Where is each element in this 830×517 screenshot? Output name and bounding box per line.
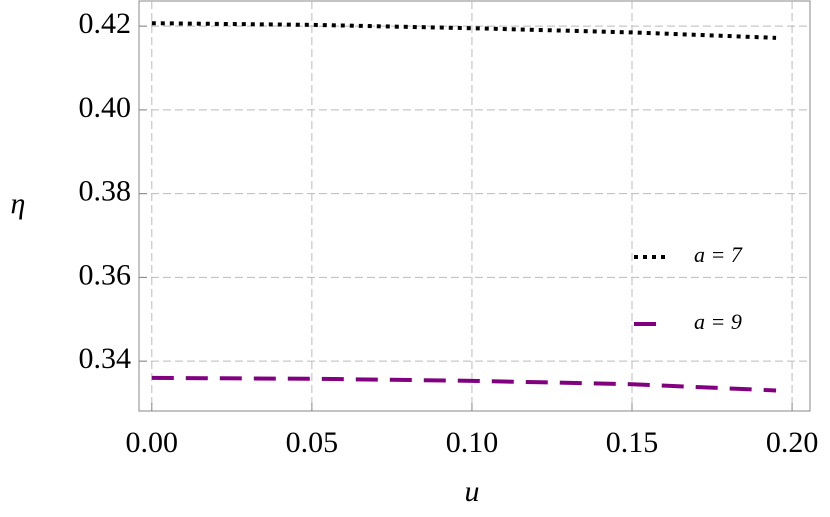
legend-label: a = 7: [694, 242, 743, 267]
y-tick-label: 0.42: [79, 7, 132, 40]
y-tick-label: 0.40: [79, 91, 132, 124]
y-tick-label: 0.34: [79, 342, 132, 375]
x-axis-label: u: [465, 475, 480, 508]
x-tick-label: 0.15: [606, 426, 659, 459]
x-tick-label: 0.00: [126, 426, 179, 459]
series-line: [151, 375, 777, 393]
series-line: [151, 21, 777, 40]
plot-frame: [138, 0, 811, 412]
x-tick-label: 0.05: [286, 426, 339, 459]
y-tick-label: 0.36: [79, 258, 132, 291]
y-axis-label: η: [11, 187, 26, 220]
legend-label: a = 9: [694, 309, 742, 334]
x-tick-label: 0.20: [766, 426, 819, 459]
x-tick-label: 0.10: [446, 426, 499, 459]
y-tick-label: 0.38: [79, 175, 132, 208]
